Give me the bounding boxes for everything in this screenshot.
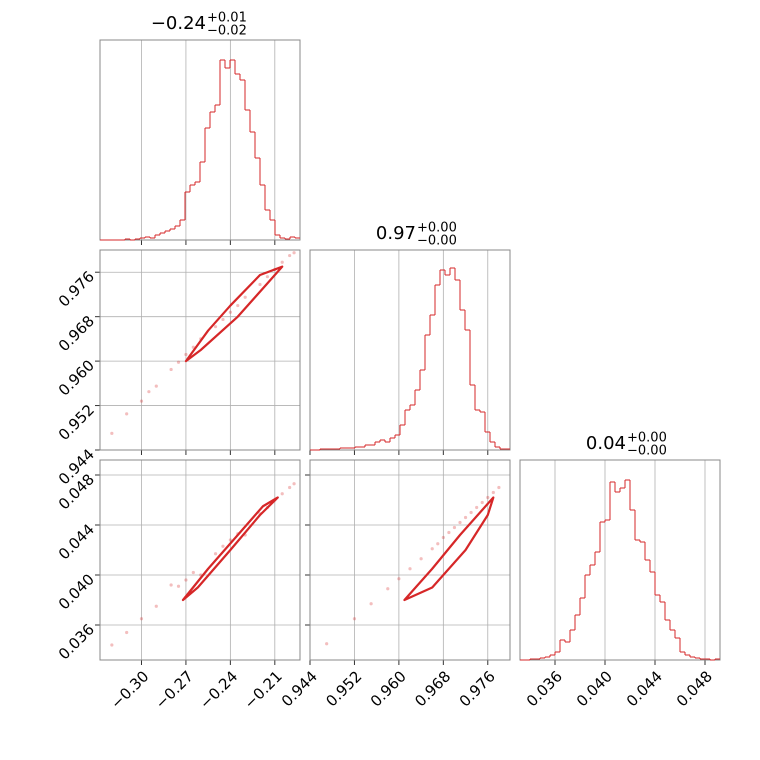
panel-frame xyxy=(309,459,511,661)
x-tick-label: 0.960 xyxy=(367,667,410,710)
sample-point xyxy=(458,520,462,525)
sample-point xyxy=(280,260,284,264)
panel-title: 0.97 xyxy=(376,223,416,244)
panel-title: −0.24 xyxy=(151,13,206,34)
x-tick-label: 0.968 xyxy=(411,667,454,710)
sample-point xyxy=(213,552,218,556)
sample-point xyxy=(292,482,296,486)
sample-point xyxy=(288,485,292,490)
sample-point xyxy=(125,630,129,635)
sample-point xyxy=(236,303,240,308)
panel-title: 0.04 xyxy=(586,433,626,454)
panel-title-lower: −0.00 xyxy=(627,444,667,459)
x-tick-label: −0.27 xyxy=(152,667,197,712)
sample-point xyxy=(169,367,173,372)
sample-point xyxy=(125,412,129,416)
x-tick-label: 0.044 xyxy=(623,667,666,710)
sample-point xyxy=(191,570,195,575)
sample-point xyxy=(452,525,457,530)
sample-point xyxy=(280,492,284,496)
sample-point xyxy=(369,602,373,606)
sample-point xyxy=(265,275,270,279)
sample-point xyxy=(292,251,296,255)
sample-point xyxy=(184,578,188,582)
sample-point xyxy=(325,642,329,646)
y-tick-label: 0.044 xyxy=(55,520,98,563)
y-tick-label: 0.968 xyxy=(55,312,98,355)
sample-point xyxy=(154,604,158,608)
y-tick-label: 0.040 xyxy=(55,570,98,613)
sample-point xyxy=(475,505,479,510)
x-tick-label: 0.976 xyxy=(456,667,499,710)
y-tick-label: 0.960 xyxy=(55,356,98,399)
sample-point xyxy=(228,538,232,542)
contour xyxy=(181,496,279,602)
panel-title-lower: −0.02 xyxy=(207,24,247,39)
sample-point xyxy=(176,584,181,588)
sample-point xyxy=(221,544,225,548)
contour xyxy=(403,496,495,602)
sample-point xyxy=(497,485,501,490)
panel-title-upper: +0.00 xyxy=(417,221,457,236)
sample-point xyxy=(110,431,114,435)
panel-title-upper: +0.01 xyxy=(207,11,247,26)
contour xyxy=(184,265,284,363)
panel-frame xyxy=(99,459,301,661)
sample-point xyxy=(139,399,144,403)
sample-point xyxy=(288,253,292,258)
x-tick-label: −0.21 xyxy=(241,667,286,712)
x-tick-label: 0.944 xyxy=(278,667,321,710)
sample-point xyxy=(352,617,357,621)
sample-point xyxy=(486,495,490,500)
sample-point xyxy=(184,352,188,357)
x-tick-label: −0.30 xyxy=(107,667,152,712)
sample-point xyxy=(469,510,473,515)
x-tick-label: 0.952 xyxy=(322,667,365,710)
x-tick-label: −0.24 xyxy=(196,667,241,712)
sample-point xyxy=(430,547,434,551)
sample-point xyxy=(154,384,158,388)
y-tick-label: 0.976 xyxy=(55,268,98,311)
sample-point xyxy=(221,317,225,322)
sample-point xyxy=(408,567,412,571)
y-tick-label: 0.036 xyxy=(55,620,98,663)
y-tick-label: 0.952 xyxy=(55,401,98,444)
sample-point xyxy=(176,360,181,364)
sample-point xyxy=(258,282,262,287)
panel-title-upper: +0.00 xyxy=(627,431,667,446)
panel-frame xyxy=(99,249,301,451)
sample-point xyxy=(397,577,401,581)
sample-point xyxy=(436,542,440,546)
sample-point xyxy=(139,617,144,621)
sample-point xyxy=(441,535,445,540)
sample-point xyxy=(480,500,484,505)
panel-frame xyxy=(309,249,511,451)
sample-point xyxy=(243,295,247,299)
sample-point xyxy=(169,583,173,587)
panel-title-lower: −0.00 xyxy=(417,234,457,249)
x-tick-label: 0.040 xyxy=(573,667,616,710)
sample-point xyxy=(419,557,423,561)
sample-point xyxy=(228,310,232,314)
sample-point xyxy=(110,643,114,647)
sample-point xyxy=(491,490,495,495)
sample-point xyxy=(386,587,390,591)
sample-point xyxy=(213,325,218,329)
sample-point xyxy=(147,390,151,394)
sample-point xyxy=(447,530,451,535)
panel-frame xyxy=(99,39,301,241)
x-tick-label: 0.048 xyxy=(673,667,716,710)
sample-point xyxy=(463,515,468,520)
x-tick-label: 0.036 xyxy=(523,667,566,710)
panel-frame xyxy=(519,459,721,661)
